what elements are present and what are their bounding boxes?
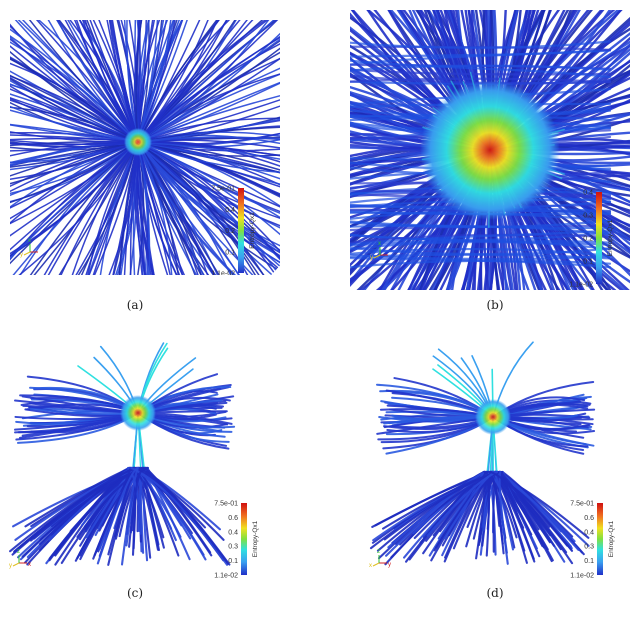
axis-label: y xyxy=(20,252,23,258)
colorbar-tick-label: 0.1 xyxy=(584,558,594,565)
colorbar-tick-label: 0.1 xyxy=(583,259,593,266)
entropy-hotspot xyxy=(420,80,560,220)
streamlines xyxy=(369,341,596,566)
entropy-hotspot xyxy=(475,399,511,435)
colorbar: 7.5e-01 0.6 0.4 0.3 0.1 1.1e-02 Entropy-Qx1 xyxy=(570,501,615,580)
axis-label: y xyxy=(370,255,373,261)
caption-d: (d) xyxy=(486,586,504,600)
panel-c: 7.5e-01 0.6 0.4 0.3 0.1 1.1e-02 Entropy-Qx1 y z x xyxy=(5,335,280,580)
colorbar-tick-label: 0.2 xyxy=(583,236,593,243)
colorbar-tick-label: 7.5e-01 xyxy=(214,501,238,508)
axis-label: x xyxy=(28,562,31,568)
axis-label: z xyxy=(17,549,20,555)
colorbar-tick-label: 0.1 xyxy=(225,249,235,256)
colorbar: 0.4 0.3 0.2 0.1 1.1e-02 Entropy-Qx1 xyxy=(569,190,614,289)
colorbar-gradient xyxy=(238,188,244,273)
colorbar-tick-label: 7.5e-01 xyxy=(570,501,594,508)
colorbar-tick-label: 1.1e-02 xyxy=(211,271,235,276)
colorbar-title: Entropy-Qx1 xyxy=(249,212,256,249)
colorbar-tick-label: 0.4 xyxy=(583,190,593,197)
axes-orientation-icon: yx xyxy=(20,238,38,258)
streamlines xyxy=(10,20,280,275)
colorbar-gradient xyxy=(241,503,247,575)
panel-d: 7.5e-01 0.6 0.4 0.3 0.1 1.1e-02 Entropy-Qx1 x z y xyxy=(365,335,640,580)
panel-b: 0.4 0.3 0.2 0.1 1.1e-02 Entropy-Qx1 y x xyxy=(350,10,630,290)
caption-a: (a) xyxy=(126,298,144,312)
colorbar-tick-label: 0.4 xyxy=(225,207,235,214)
colorbar-tick-label: 7.5e-01 xyxy=(211,186,235,193)
axis-label: y xyxy=(388,562,391,568)
streamline-plot-c: 7.5e-01 0.6 0.4 0.3 0.1 1.1e-02 Entropy-Qx1 y z x xyxy=(9,342,259,580)
colorbar-tick-label: 0.2 xyxy=(225,228,235,235)
colorbar-tick-label: 0.4 xyxy=(228,529,238,536)
colorbar-gradient xyxy=(597,503,603,575)
axes-orientation-icon: yx xyxy=(370,241,388,261)
colorbar-gradient xyxy=(596,192,602,284)
colorbar: 7.5e-01 0.4 0.2 0.1 1.1e-02 Entropy-Qx1 xyxy=(211,186,256,276)
colorbar-tick-label: 0.3 xyxy=(228,544,238,551)
axis-label: x xyxy=(28,238,31,244)
streamlines xyxy=(9,342,236,566)
panel-a: 7.5e-01 0.4 0.2 0.1 1.1e-02 Entropy-Qx1 y x xyxy=(10,20,280,275)
colorbar-tick-label: 0.1 xyxy=(228,558,238,565)
colorbar: 7.5e-01 0.6 0.4 0.3 0.1 1.1e-02 Entropy-Qx1 xyxy=(214,501,259,580)
caption-c: (c) xyxy=(126,586,144,600)
axis-label: y xyxy=(9,563,12,569)
colorbar-tick-label: 0.6 xyxy=(228,515,238,522)
colorbar-tick-label: 1.1e-02 xyxy=(570,573,594,580)
colorbar-tick-label: 0.3 xyxy=(584,544,594,551)
entropy-hotspot xyxy=(124,128,152,156)
axis-label: x xyxy=(369,563,372,569)
colorbar-title: Entropy-Qx1 xyxy=(607,219,614,256)
colorbar-tick-label: 0.4 xyxy=(584,529,594,536)
colorbar-tick-label: 1.1e-02 xyxy=(569,282,593,289)
axis-label: x xyxy=(378,241,381,247)
colorbar-tick-label: 0.3 xyxy=(583,213,593,220)
colorbar-title: Entropy-Qx1 xyxy=(252,520,259,557)
colorbar-title: Entropy-Qx1 xyxy=(608,520,615,557)
axis-label: z xyxy=(377,549,380,555)
caption-b: (b) xyxy=(486,298,504,312)
axes-orientation-icon: x z y xyxy=(369,549,391,569)
axes-orientation-icon: y z x xyxy=(9,549,31,569)
streamline-plot-d: 7.5e-01 0.6 0.4 0.3 0.1 1.1e-02 Entropy-Qx1 x z y xyxy=(369,341,615,580)
colorbar-tick-label: 1.1e-02 xyxy=(214,573,238,580)
colorbar-tick-label: 0.6 xyxy=(584,515,594,522)
entropy-hotspot xyxy=(120,395,156,431)
